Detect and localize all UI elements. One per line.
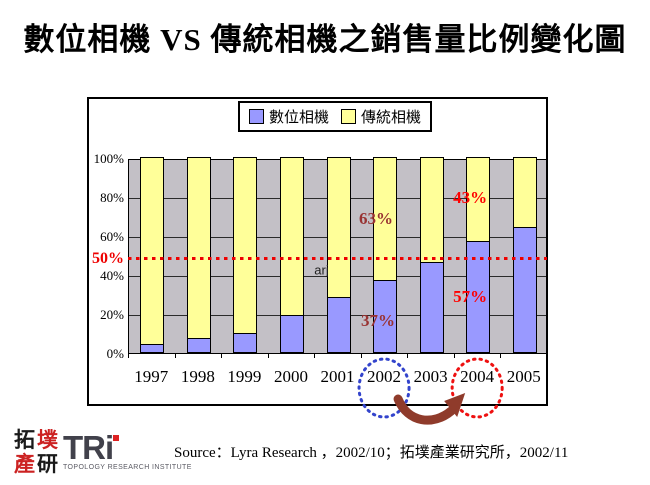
- y-axis-label-0: 0%: [106, 346, 124, 361]
- bar-2005-traditional: [512, 157, 537, 229]
- legend-label: 數位相機: [269, 109, 330, 126]
- y-axis-label-20: 20%: [100, 307, 124, 322]
- legend-item-digital: 數位相機: [249, 106, 329, 127]
- x-axis-tick: [267, 354, 269, 358]
- logo-char-2: 墣: [37, 428, 58, 452]
- x-axis-label-1999: 1999: [227, 367, 262, 386]
- x-axis-label-2000: 2000: [273, 367, 308, 386]
- logo-char-4: 研: [37, 452, 58, 476]
- x-axis-tick: [314, 354, 316, 358]
- x-axis-label-2004: 2004: [460, 367, 495, 386]
- x-axis-label-1997: 1997: [134, 367, 169, 386]
- x-axis-tick: [128, 354, 129, 358]
- bar-1998-digital: [186, 338, 211, 353]
- bar-2001-digital: [326, 297, 351, 353]
- reference-line-label: 50%: [92, 249, 124, 267]
- bar-1999-traditional: [233, 157, 258, 334]
- annotation-43: 43%: [453, 188, 488, 207]
- bar-1999-digital: [233, 332, 258, 353]
- x-axis-tick: [407, 354, 409, 358]
- legend-swatch-icon: [341, 109, 357, 124]
- legend-label: 傳統相機: [361, 109, 422, 126]
- source-text: Source：Lyra Research ，2002/10；拓墣產業研究所，20…: [174, 445, 569, 461]
- bar-2004-traditional: [466, 157, 491, 242]
- bar-1997-digital: [140, 344, 165, 353]
- annotation-63: 63%: [359, 209, 394, 229]
- x-axis-label-2005: 2005: [506, 367, 541, 386]
- y-axis-label-80: 80%: [100, 190, 124, 205]
- logo-latin-block: TRi TOPOLOGY RESEARCH INSTITUTE: [63, 429, 192, 471]
- chart-frame: 數位相機 傳統相機 0% 20% 40% 60% 80% 100% 50% 1997 1998 19…: [87, 97, 548, 406]
- x-axis-tick: [174, 354, 176, 358]
- bar-2002-traditional: [373, 157, 398, 281]
- x-axis-label-2002: 2002: [367, 367, 402, 386]
- annotation-37: 37%: [361, 310, 396, 330]
- logo-chinese-characters: 拓墣產研: [13, 428, 59, 476]
- y-axis-label-60: 60%: [100, 229, 124, 244]
- logo-char-1: 拓: [14, 428, 35, 452]
- bar-2001-traditional: [326, 157, 351, 299]
- x-axis-tick: [221, 354, 223, 358]
- page-title: 數位相機 VS 傳統相機之銷售量比例變化圖: [23, 22, 627, 57]
- bar-2005-digital: [512, 227, 537, 353]
- x-axis-tick: [360, 354, 362, 358]
- x-axis-label-2001: 2001: [320, 367, 355, 386]
- bar-2003-digital: [419, 262, 444, 353]
- logo-char-3: 產: [14, 452, 35, 476]
- bar-2000-traditional: [279, 157, 304, 316]
- legend-item-traditional: 傳統相機: [341, 106, 421, 127]
- legend-swatch-icon: [249, 109, 264, 124]
- logo-caption: TOPOLOGY RESEARCH INSTITUTE: [63, 464, 192, 471]
- x-axis-tick: [500, 354, 502, 358]
- logo-i-dot-icon: [113, 435, 119, 441]
- chart-legend: 數位相機 傳統相機: [238, 101, 433, 132]
- x-axis-label-1998: 1998: [180, 367, 215, 386]
- y-axis-label-100: 100%: [93, 151, 124, 166]
- bar-1998-traditional: [186, 157, 211, 340]
- x-axis-label-2003: 2003: [413, 367, 448, 386]
- tri-logo: 拓墣產研 TRi TOPOLOGY RESEARCH INSTITUTE: [13, 428, 192, 476]
- bar-1997-traditional: [140, 157, 165, 346]
- logo-tri-text: TRi: [63, 429, 114, 466]
- bar-2000-digital: [279, 314, 304, 353]
- x-axis-tick: [453, 354, 455, 358]
- bar-2003-traditional: [419, 157, 444, 264]
- plot-area: [128, 157, 547, 354]
- annotation-57: 57%: [453, 287, 488, 307]
- y-axis-label-40: 40%: [100, 268, 124, 283]
- annotation-arj: arj: [314, 262, 329, 278]
- x-axis-tick: [547, 354, 548, 358]
